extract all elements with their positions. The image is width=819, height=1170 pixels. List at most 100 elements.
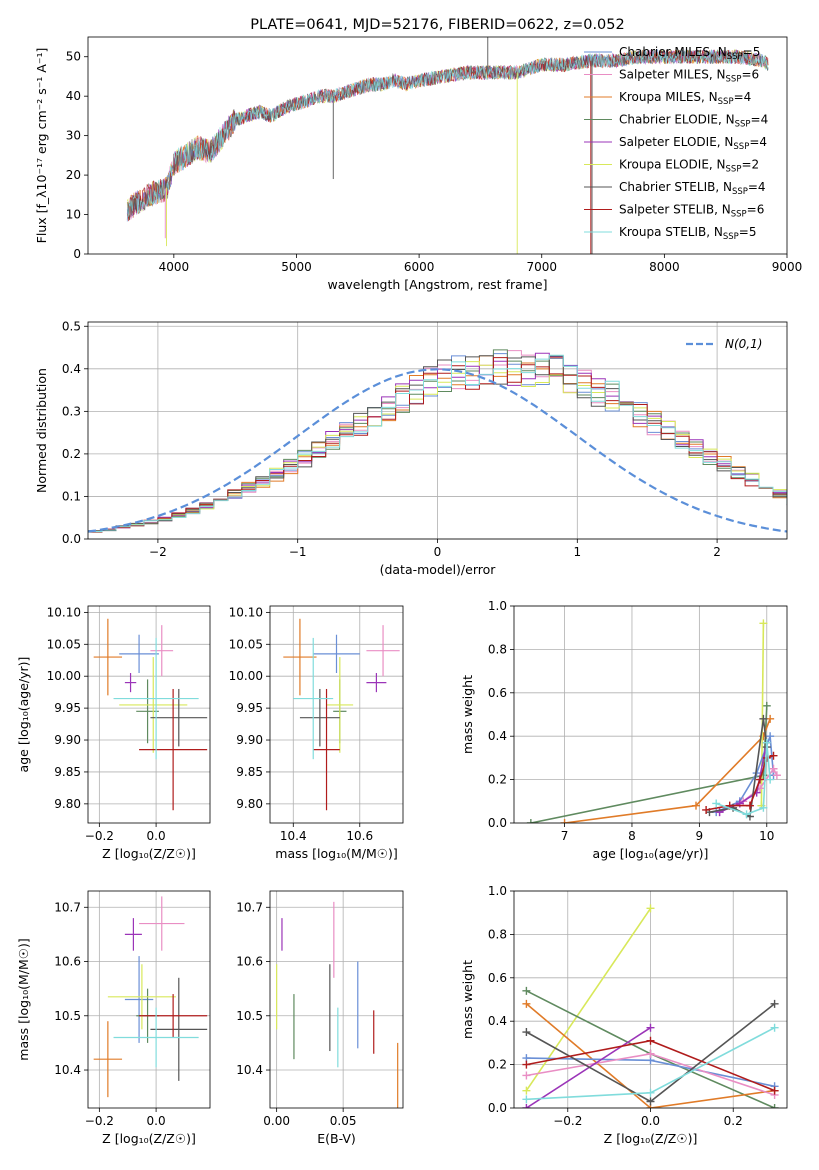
x-tick-label: 4000 [159,260,190,274]
weight-marker [756,775,765,784]
weight-marker [762,738,771,747]
y-tick-label: 0.6 [488,971,507,985]
y-tick-label: 0.8 [488,642,507,656]
weight_vs_z-chart: −0.2 0.0 0.2 0.0 0.2 0.4 0.6 0.8 1.0 Z [log₁₀(Z/Z… [460,884,788,1146]
y-tick-label: 9.85 [54,765,81,779]
weight-marker [769,751,778,760]
legend-label: Salpeter ELODIE, NSSP=4 [619,135,767,152]
weight-marker [770,1104,779,1108]
weight-marker [766,714,775,723]
y-tick-label: 10.05 [47,637,81,651]
x-axis-label: (data-model)/error [380,562,497,577]
weight-marker [522,1095,531,1104]
weight-marker [526,819,535,823]
normal-curve [88,368,787,533]
x-tick-label: −0.2 [553,1114,582,1128]
weight-marker [712,799,721,808]
plot-content [93,896,208,1098]
y-tick-label: 1.0 [488,884,507,898]
x-axis-label: Z [log₁₀(Z/Z☉)] [102,846,196,861]
x-axis-label: E(B-V) [317,1131,356,1146]
weight-series-salpeter-miles [522,1049,779,1099]
y-tick-label: 0.5 [62,319,81,333]
weight-marker [522,1071,531,1080]
plot-frame [269,890,404,1109]
error-point-kroupa-miles [93,1021,123,1098]
residuals-chart: −2 −1 0 1 2 0.0 0.1 0.2 0.3 0.4 0.5 (data-model)/er… [34,319,788,577]
y-tick-label: 0.8 [488,927,507,941]
weight-marker [772,771,781,780]
x-tick-label: 0.00 [263,1114,290,1128]
y-tick-label: 10.4 [236,1063,263,1077]
weight-marker [770,999,779,1008]
weight-marker [522,1028,531,1037]
error-point-salpeter-elodie [124,673,137,693]
y-tick-label: 30 [66,129,81,143]
plot-frame [269,605,404,824]
weight-marker [769,764,778,773]
x-tick-label: 0.05 [330,1114,357,1128]
plot-content [276,901,399,1108]
error-point-salpeter-miles [139,896,185,951]
y-tick-label: 50 [66,50,81,64]
y-axis-label: mass weight [460,960,475,1039]
x-axis-label: wavelength [Angstrom, rest frame] [327,277,547,292]
plot-frame [87,890,211,1109]
y-tick-label: 9.95 [236,701,263,715]
weight-marker [522,1060,531,1069]
weight-marker [759,803,768,812]
y-tick-label: 10.5 [54,1009,81,1023]
y-tick-label: 0.2 [488,773,507,787]
plot-content [283,618,400,811]
x-axis-label: age [log₁₀(age/yr)] [593,846,709,861]
y-tick-label: 10.5 [236,1009,263,1023]
error-point-kroupa-elodie [107,964,176,1030]
x-tick-label: 5000 [281,260,312,274]
weight-marker [646,1088,655,1097]
x-tick-label: 0.2 [724,1114,743,1128]
y-tick-label: 10.10 [229,605,263,619]
weight_vs_age-chart: 7 8 9 10 0.0 0.2 0.4 0.6 0.8 1.0 age [log₁₀(age/yr… [460,599,788,861]
y-axis-label: mass weight [460,675,475,754]
plot-content [526,619,781,823]
y-axis-label: mass [log₁₀(M/M☉)] [16,938,31,1060]
age_vs_z-chart: −0.2 0.0 9.80 9.85 9.90 9.95 10.00 10.05 10.10 Z … [16,605,211,861]
error-point-chabrier-miles [119,634,159,674]
y-tick-label: 9.80 [54,797,81,811]
weight-marker [770,1086,779,1095]
x-tick-label: 0.0 [641,1114,660,1128]
weight-marker [522,986,531,995]
weight-marker [560,819,569,823]
weight-marker [770,1023,779,1032]
weight-marker [522,1104,531,1108]
plot-content [88,349,787,533]
weight-marker [646,1036,655,1045]
error-point-kroupa-miles [93,618,123,696]
x-tick-label: 1 [573,545,581,559]
plot-frame [87,36,788,255]
y-tick-label: 9.85 [236,765,263,779]
mass_vs_z-chart: −0.2 0.0 10.4 10.5 10.6 10.7 Z [log₁₀(Z/Z☉)] ma… [16,890,211,1146]
y-tick-label: 0.2 [62,447,81,461]
x-tick-label: −1 [289,545,307,559]
legend-label: Kroupa STELIB, NSSP=5 [619,225,757,242]
error-point-kroupa-stelib [293,637,334,760]
error-point-kroupa-elodie [119,657,188,753]
y-tick-label: 0.0 [488,1101,507,1115]
y-tick-label: 10.6 [54,955,81,969]
weight-series-kroupa-miles [560,714,775,823]
histogram-salpeter-stelib [88,357,787,533]
weight-series-salpeter-elodie [522,1023,655,1108]
weight-marker [759,714,768,723]
weight-series-chabrier-stelib [522,999,779,1106]
y-axis-label: age [log₁₀(age/yr)] [16,657,31,773]
grid [270,606,403,823]
plot-frame [513,605,788,824]
x-tick-label: 9 [696,829,704,843]
x-tick-label: 9000 [772,260,803,274]
legend-label: N(0,1) [725,337,762,351]
weight-marker [745,801,754,810]
plot-content [93,618,208,811]
legend: N(0,1) [686,337,762,351]
y-tick-label: 0.3 [62,404,81,418]
